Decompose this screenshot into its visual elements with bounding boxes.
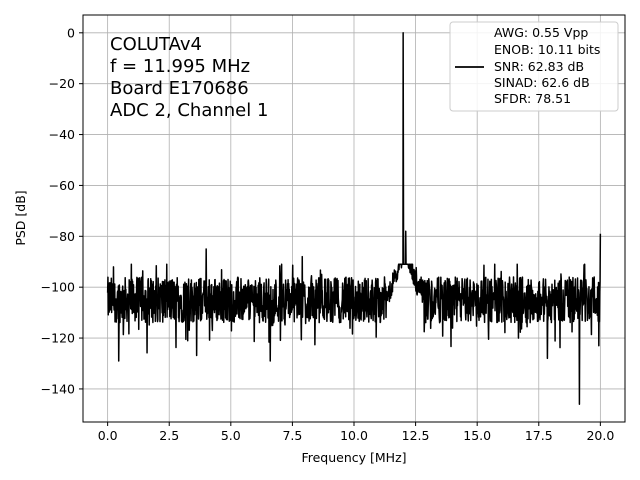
y-axis-ticks: 0 −20 −40 −60 −80 −100 −120 −140 bbox=[41, 25, 83, 396]
legend-line: SNR: 62.83 dB bbox=[494, 59, 584, 74]
x-tick-label: 5.0 bbox=[221, 428, 241, 443]
y-tick-label: −140 bbox=[41, 381, 75, 396]
y-tick-label: −40 bbox=[49, 127, 75, 142]
annotation-line: f = 11.995 MHz bbox=[110, 56, 250, 77]
psd-trace bbox=[106, 32, 602, 405]
annotation-line: COLUTAv4 bbox=[110, 34, 202, 55]
annotation-line: ADC 2, Channel 1 bbox=[110, 100, 268, 121]
annotation-line: Board E170686 bbox=[110, 78, 249, 99]
y-tick-label: −100 bbox=[41, 280, 75, 295]
x-axis-ticks: 0.0 2.5 5.0 7.5 10.0 12.5 15.0 17.5 20.0 bbox=[98, 422, 614, 443]
y-tick-label: −20 bbox=[49, 76, 75, 91]
legend-line: ENOB: 10.11 bits bbox=[494, 42, 600, 57]
x-tick-label: 7.5 bbox=[282, 428, 302, 443]
legend-line: AWG: 0.55 Vpp bbox=[494, 25, 588, 40]
x-tick-label: 20.0 bbox=[586, 428, 614, 443]
x-axis-label: Frequency [MHz] bbox=[301, 450, 406, 465]
legend-line: SINAD: 62.6 dB bbox=[494, 75, 590, 90]
x-tick-label: 2.5 bbox=[159, 428, 179, 443]
grid-lines bbox=[83, 15, 625, 422]
x-tick-label: 10.0 bbox=[340, 428, 368, 443]
y-tick-label: 0 bbox=[67, 25, 75, 40]
y-tick-label: −80 bbox=[49, 229, 75, 244]
y-tick-label: −60 bbox=[49, 178, 75, 193]
x-tick-label: 15.0 bbox=[463, 428, 491, 443]
y-tick-label: −120 bbox=[41, 331, 75, 346]
x-tick-label: 17.5 bbox=[525, 428, 553, 443]
x-tick-label: 12.5 bbox=[402, 428, 430, 443]
x-tick-label: 0.0 bbox=[98, 428, 118, 443]
legend-box bbox=[449, 21, 619, 112]
series-psd bbox=[106, 32, 602, 405]
legend: AWG: 0.55 Vpp ENOB: 10.11 bits SNR: 62.8… bbox=[449, 21, 619, 112]
legend-line: SFDR: 78.51 bbox=[494, 91, 571, 106]
annotation-block: COLUTAv4 f = 11.995 MHz Board E170686 AD… bbox=[110, 34, 268, 121]
y-axis-label: PSD [dB] bbox=[13, 190, 28, 245]
